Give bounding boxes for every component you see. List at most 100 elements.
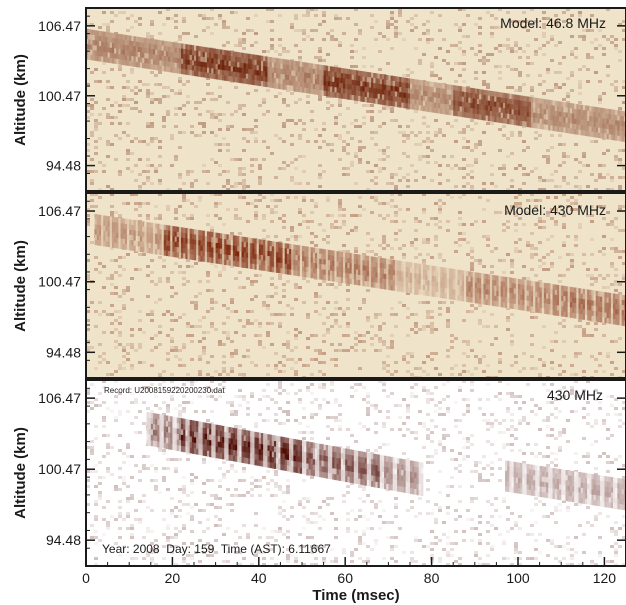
noise-cell <box>458 8 462 11</box>
noise-cell <box>466 140 470 143</box>
noise-cell <box>94 367 98 370</box>
trail-cell <box>105 57 108 63</box>
trail-cell <box>237 67 240 73</box>
trail-cell <box>345 88 348 95</box>
trail-cell <box>319 69 322 76</box>
trail-cell <box>310 73 314 79</box>
trail-cell <box>546 109 549 115</box>
trail-cell <box>526 111 530 118</box>
noise-cell <box>222 185 226 188</box>
noise-cell <box>426 41 430 44</box>
trail-cell <box>621 136 625 142</box>
noise-cell <box>582 38 586 41</box>
noise-cell <box>242 149 246 152</box>
noise-cell <box>530 8 534 11</box>
trail-cell <box>323 65 327 71</box>
noise-cell <box>378 337 382 340</box>
noise-cell <box>478 44 482 47</box>
noise-cell <box>586 56 590 59</box>
noise-cell <box>294 17 298 20</box>
trail-cell <box>142 247 145 253</box>
trail-cell <box>239 236 242 242</box>
trail-cell <box>330 255 333 261</box>
noise-cell <box>394 313 398 316</box>
trail-cell <box>176 42 180 49</box>
trail-cell <box>384 84 387 91</box>
noise-cell <box>578 205 582 208</box>
noise-cell <box>226 208 230 211</box>
trail-cell <box>433 92 437 98</box>
noise-cell <box>318 352 322 355</box>
trail-cell <box>330 270 333 277</box>
trail-cell <box>187 238 191 245</box>
trail-cell <box>219 238 223 244</box>
trail-cell <box>150 233 154 239</box>
trail-cell <box>375 83 378 89</box>
trail-cell <box>533 102 536 108</box>
trail-cell <box>537 118 540 124</box>
trail-cell <box>323 259 327 265</box>
trail-cell <box>584 105 588 111</box>
noise-cell <box>218 86 222 89</box>
noise-cell <box>530 199 534 202</box>
noise-cell <box>210 262 214 265</box>
noise-cell <box>278 53 282 56</box>
trail-cell <box>312 83 316 90</box>
trail-cell <box>438 82 441 89</box>
trail-cell <box>347 79 350 85</box>
trail-cell <box>515 104 519 111</box>
trail-cell <box>161 55 165 62</box>
trail-cell <box>343 93 346 99</box>
trail-cell <box>319 258 322 265</box>
trail-cell <box>362 71 366 77</box>
noise-cell <box>414 313 418 316</box>
noise-cell <box>270 277 274 280</box>
trail-cell <box>150 49 154 55</box>
noise-cell <box>490 313 494 316</box>
trail-cell <box>200 250 204 257</box>
trail-cell <box>114 222 117 228</box>
trail-cell <box>403 87 407 94</box>
trail-cell <box>96 229 100 236</box>
noise-cell <box>210 193 214 196</box>
trail-cell <box>455 100 458 107</box>
trail-cell <box>256 254 260 260</box>
trail-cell <box>379 89 383 95</box>
noise-cell <box>478 259 482 262</box>
noise-cell <box>142 83 146 86</box>
trail-cell <box>459 101 463 107</box>
trail-cell <box>548 109 551 116</box>
trail-cell <box>438 108 441 114</box>
noise-cell <box>422 53 426 56</box>
trail-cell <box>282 253 286 259</box>
trail-cell <box>90 39 93 46</box>
trail-cell <box>591 116 594 122</box>
trail-cell <box>206 72 210 79</box>
trail-cell <box>185 69 188 75</box>
trail-cell <box>323 75 327 81</box>
noise-cell <box>566 268 570 271</box>
trail-cell <box>485 115 489 121</box>
noise-cell <box>474 259 478 262</box>
trail-cell <box>457 106 461 112</box>
noise-cell <box>470 256 474 259</box>
trail-cell <box>349 84 353 90</box>
trail-cell <box>111 48 115 54</box>
noise-cell <box>434 134 438 137</box>
trail-cell <box>137 220 141 227</box>
noise-cell <box>90 71 94 74</box>
noise-cell <box>434 244 438 247</box>
trail-cell <box>299 81 303 88</box>
trail-cell <box>187 233 191 239</box>
noise-cell <box>302 170 306 173</box>
noise-cell <box>242 188 246 191</box>
trail-cell <box>459 96 463 102</box>
trail-cell <box>273 57 277 64</box>
noise-cell <box>358 158 362 161</box>
noise-cell <box>506 38 510 41</box>
trail-cell <box>103 220 106 227</box>
trail-cell <box>466 87 469 93</box>
trail-cell <box>524 101 528 107</box>
noise-cell <box>354 337 358 340</box>
